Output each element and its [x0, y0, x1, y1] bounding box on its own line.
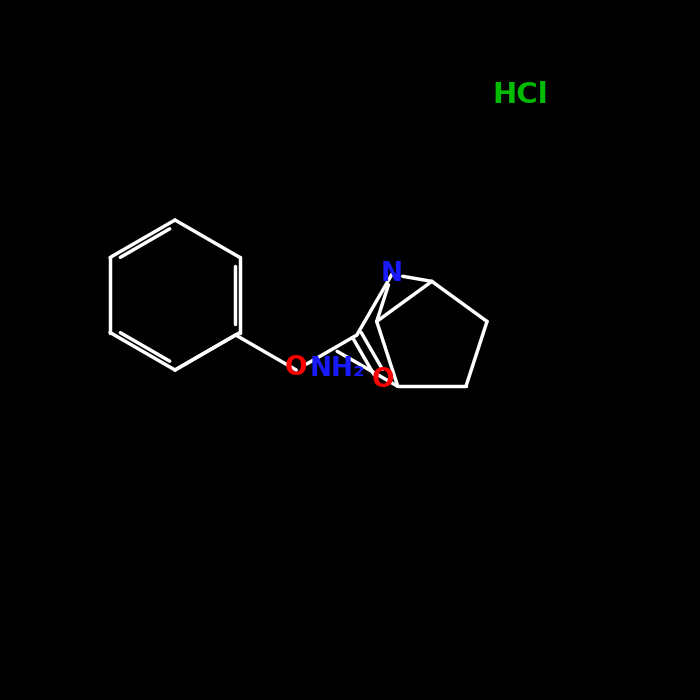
Text: N: N — [381, 261, 403, 288]
Text: O: O — [372, 368, 394, 393]
Text: HCl: HCl — [492, 81, 548, 109]
Text: O: O — [285, 355, 307, 381]
Text: NH₂: NH₂ — [309, 356, 365, 382]
